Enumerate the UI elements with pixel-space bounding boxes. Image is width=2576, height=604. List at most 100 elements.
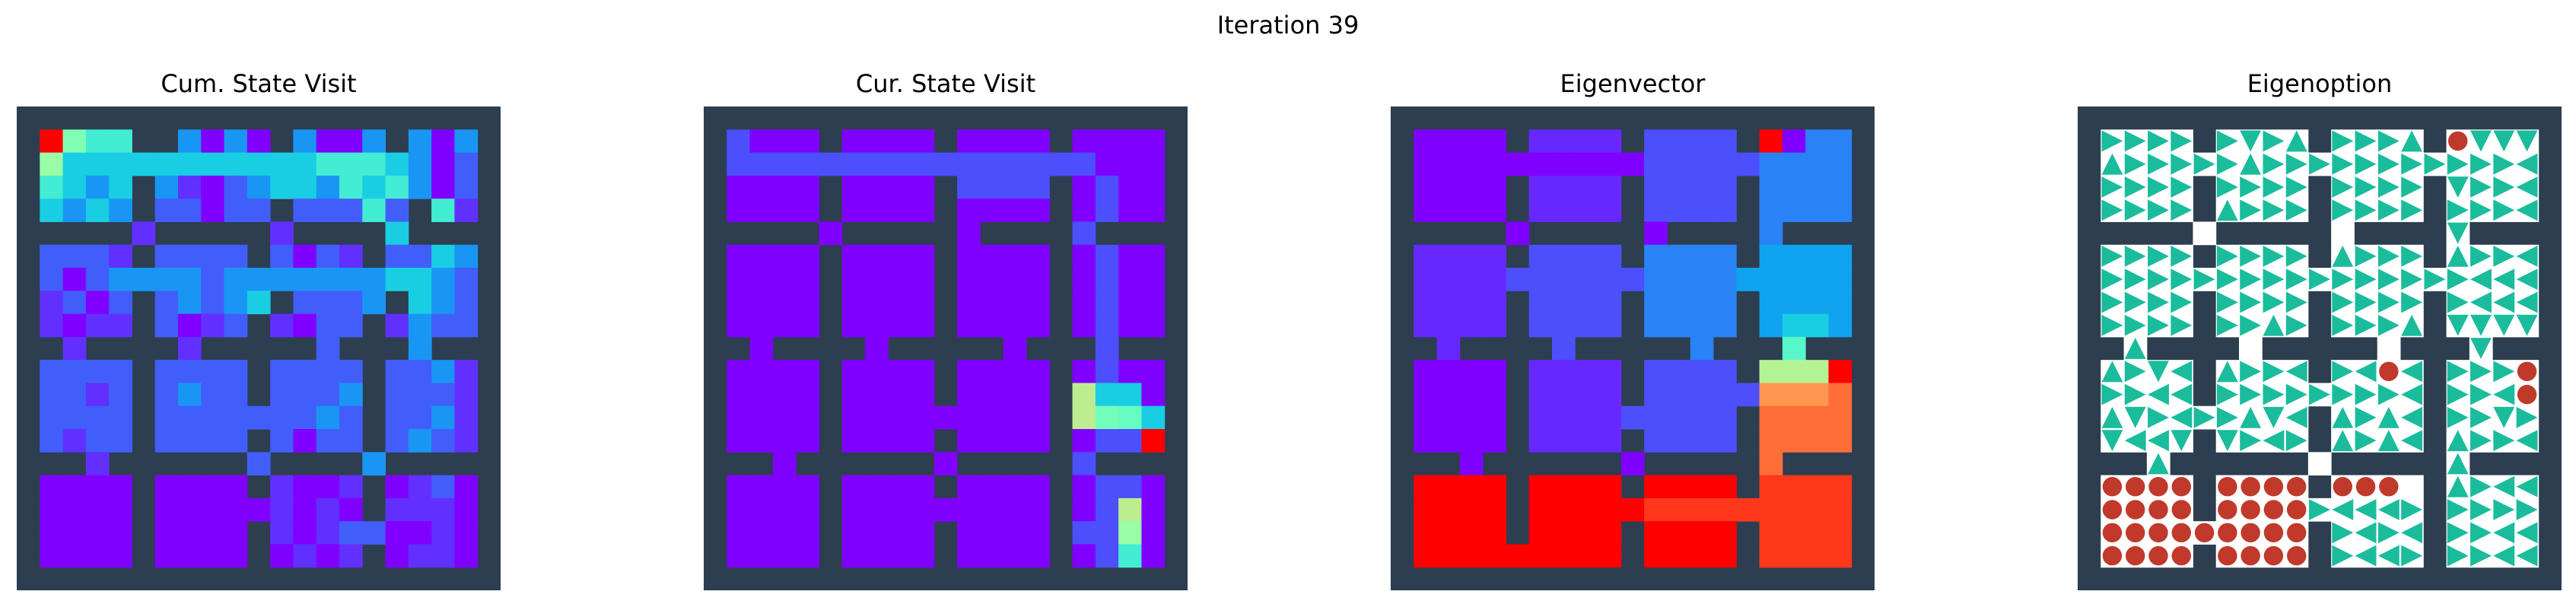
arrow-marker [2470,291,2492,313]
heatmap-cell [841,244,866,269]
heatmap-cell [1483,244,1506,269]
heatmap-cell [1805,405,1829,430]
heatmap-cell [1620,498,1645,522]
arrow-marker [2355,406,2377,428]
heatmap-cell [772,244,797,269]
heatmap-cell [85,452,110,476]
heatmap-cell [1003,429,1027,453]
terminate-marker [2171,476,2192,497]
arrow-marker [2447,291,2469,313]
heatmap-cell [1690,152,1714,176]
heatmap-cell [224,291,248,315]
heatmap-cell [1118,129,1142,154]
heatmap-cell [1528,199,1553,222]
heatmap-cell [454,498,479,522]
heatmap-cell [454,291,479,315]
heatmap-cell [957,152,981,176]
arrow-marker [2263,314,2285,336]
heatmap-cell [796,405,819,430]
heatmap-cell [408,175,432,199]
heatmap-cell [201,544,225,568]
heatmap-cell [749,175,774,199]
heatmap-cell [201,521,225,545]
heatmap-cell [1436,405,1461,430]
heatmap-cell [841,544,866,568]
arrow-marker [2493,130,2515,152]
terminate-marker [2125,545,2145,566]
heatmap-cell [888,313,912,338]
heatmap-cell [749,336,774,361]
heatmap-cell [1828,152,1852,176]
heatmap-cell [109,475,132,499]
heatmap-cell [385,360,409,383]
heatmap-cell [1459,244,1484,269]
heatmap-cell [888,429,912,453]
terminate-marker [2171,500,2192,520]
heatmap-cell [40,544,64,568]
heatmap-cell [749,244,774,269]
panel-title: Cum. State Visit [161,69,357,98]
heatmap-cell [316,475,340,499]
arrow-marker [2240,245,2262,267]
heatmap-cell [1026,129,1050,154]
arrow-marker [2285,291,2307,313]
heatmap-cell [749,405,774,430]
terminate-marker [2286,500,2307,520]
arrow-marker [2447,269,2469,291]
arrow-marker [2171,406,2193,428]
heatmap-cell [201,268,225,291]
heatmap-cell [62,175,87,199]
heatmap-cell [1118,429,1142,453]
arrow-marker [2101,430,2123,452]
heatmap-cell [85,199,110,222]
heatmap-cell [1095,336,1119,361]
arrow-marker [2124,245,2146,267]
heatmap-cell [270,405,294,430]
heatmap-cell [224,475,248,499]
heatmap-cell [316,244,340,269]
arrow-marker [2216,361,2238,383]
heatmap-cell [888,152,912,176]
heatmap-cell [40,360,64,383]
heatmap-cell [270,360,294,383]
heatmap-cell [1805,175,1829,199]
heatmap-cell [1759,475,1783,499]
heatmap-cell [841,152,866,176]
heatmap-cell [431,152,455,176]
arrow-marker [2240,199,2262,221]
heatmap-cell [1805,498,1829,522]
heatmap-cell [1459,360,1484,383]
heatmap-cell [1141,199,1166,222]
heatmap-cell [1483,175,1506,199]
arrow-marker [2355,314,2377,336]
arrow-marker [2355,291,2377,313]
heatmap-cell [1736,152,1760,176]
terminate-marker [2240,523,2260,543]
heatmap-cell [246,291,271,315]
heatmap-cell [1095,268,1119,291]
arrow-marker [2447,245,2469,267]
heatmap-cell [224,405,248,430]
heatmap-cell [727,521,751,545]
heatmap-cell [40,498,64,522]
heatmap-cell [888,175,912,199]
heatmap-cell [201,405,225,430]
heatmap-cell [1828,268,1852,291]
heatmap-cell [957,268,981,291]
heatmap-cell [1528,175,1553,199]
arrow-marker [2101,361,2123,383]
heatmap-cell [293,360,317,383]
arrow-marker [2216,199,2238,221]
arrow-marker [2171,314,2193,336]
heatmap-cell [1141,268,1166,291]
heatmap-cell [1713,475,1737,499]
heatmap-cell [841,313,866,338]
heatmap-cell [819,221,843,246]
heatmap-cell [1026,360,1050,383]
heatmap-cell [1759,429,1783,453]
heatmap-eigenvector [1391,106,1875,590]
heatmap-cell [1759,268,1783,291]
heatmap-cell [1620,452,1645,476]
heatmap-cell [1782,498,1806,522]
heatmap-cell [1598,291,1622,315]
